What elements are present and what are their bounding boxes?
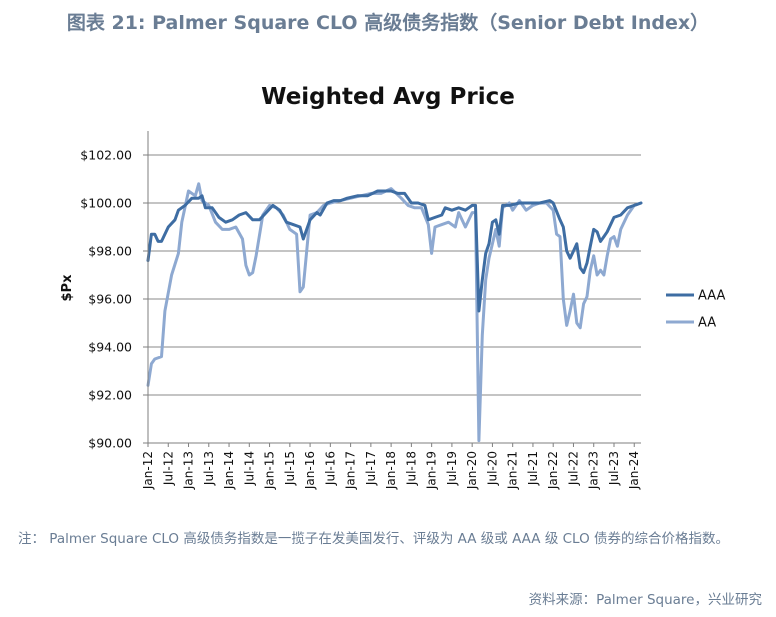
y-tick-label: $90.00 [88,436,132,451]
x-tick-label: Jan-20 [465,451,479,490]
x-tick-label: Jul-14 [242,451,256,486]
x-tick-label: Jul-15 [283,451,297,486]
x-tick-label: Jul-13 [202,451,216,486]
x-tick-label: Jul-20 [485,451,499,486]
x-tick-label: Jan-24 [627,451,641,490]
y-tick-label: $96.00 [88,292,132,307]
x-tick-label: Jan-12 [141,451,155,490]
x-tick-label: Jul-23 [607,451,621,486]
series-line-aaa [146,189,643,313]
y-tick-label: $92.00 [88,388,132,403]
legend-label-aaa: AAA [698,289,726,304]
x-tick-label: Jan-14 [222,451,236,490]
x-tick-label: Jul-22 [566,451,580,486]
y-tick-label: $100.00 [80,196,132,211]
legend-label-aa: AA [698,316,716,331]
x-tick-label: Jan-19 [425,451,439,490]
chart-title: Weighted Avg Price [261,84,515,110]
x-tick-label: Jul-17 [364,451,378,486]
x-tick-label: Jul-16 [323,451,337,486]
x-tick-label: Jul-18 [404,451,418,486]
x-tick-label: Jul-12 [161,451,175,486]
x-tick-label: Jan-18 [384,451,398,490]
x-tick-label: Jul-21 [526,451,540,486]
y-axis-label: $Px [60,274,75,302]
figure-note: 注： Palmer Square CLO 高级债务指数是一揽子在发美国发行、评级… [18,531,729,547]
line-chart: Weighted Avg Price $Px $102.00 $100.00 $98… [60,84,726,490]
x-tick-label: Jan-13 [182,451,196,490]
y-tick-label: $94.00 [88,340,132,355]
y-tick-label: $98.00 [88,244,132,259]
x-tick-label: Jul-19 [445,451,459,486]
axes [147,131,641,444]
x-tick-label: Jan-22 [546,451,560,490]
figure-source: 资料来源：Palmer Square，兴业研究 [528,592,762,608]
x-tick-label: Jan-15 [263,451,277,490]
x-tick-labels: Jan-12 Jul-12 Jan-13 Jul-13 Jan-14 Jul-14 Jan-… [141,443,641,490]
x-tick-label: Jan-17 [344,451,358,490]
series-lines [146,182,643,443]
x-tick-label: Jan-21 [506,451,520,490]
gridlines [143,154,641,444]
y-tick-labels: $102.00 $100.00 $98.00 $96.00 $94.00 $92.00 $9… [80,148,132,451]
figure-title: 图表 21: Palmer Square CLO 高级债务指数（Senior D… [66,12,710,34]
x-tick-label: Jan-16 [303,451,317,490]
series-line-aa [146,182,643,443]
y-tick-label: $102.00 [80,148,132,163]
x-tick-label: Jan-23 [587,451,601,490]
